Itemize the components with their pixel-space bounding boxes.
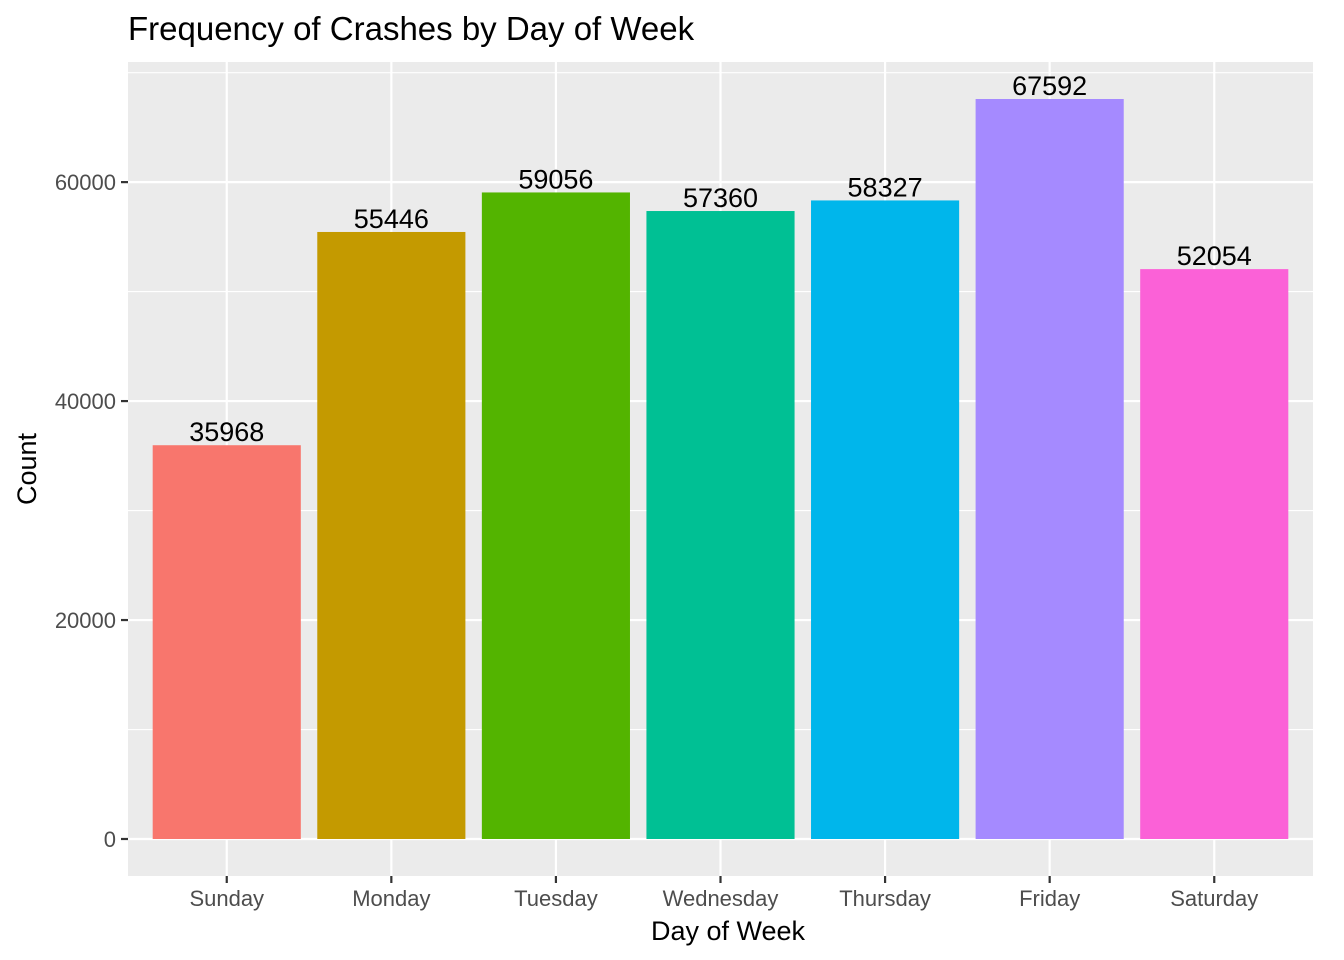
value-label-wednesday: 57360 <box>683 183 758 213</box>
x-tick-label-thursday: Thursday <box>839 886 931 911</box>
y-tick-label: 60000 <box>55 170 116 195</box>
y-tick-label: 40000 <box>55 389 116 414</box>
x-tick-label-monday: Monday <box>352 886 430 911</box>
value-label-thursday: 58327 <box>848 172 923 202</box>
x-tick-label-tuesday: Tuesday <box>514 886 598 911</box>
x-tick-label-sunday: Sunday <box>189 886 264 911</box>
y-axis-title: Count <box>12 432 42 505</box>
x-tick-label-wednesday: Wednesday <box>663 886 779 911</box>
bar-monday <box>317 231 466 839</box>
y-tick-label: 0 <box>104 827 116 852</box>
bars <box>152 99 1289 839</box>
y-tick-label: 20000 <box>55 608 116 633</box>
value-labels: 35968 55446 59056 57360 58327 67592 52054 <box>189 71 1252 447</box>
bar-saturday <box>1140 269 1289 839</box>
value-label-sunday: 35968 <box>189 417 264 447</box>
value-label-monday: 55446 <box>354 204 429 234</box>
bar-friday <box>975 99 1124 839</box>
bar-wednesday <box>646 211 795 839</box>
x-axis: Sunday Monday Tuesday Wednesday Thursday Frid… <box>189 876 1258 911</box>
value-label-tuesday: 59056 <box>518 164 593 194</box>
bar-sunday <box>152 445 301 839</box>
x-axis-title: Day of Week <box>651 916 806 946</box>
chart-title: Frequency of Crashes by Day of Week <box>128 10 695 47</box>
x-tick-label-friday: Friday <box>1019 886 1080 911</box>
x-tick-label-saturday: Saturday <box>1170 886 1258 911</box>
y-axis: 0 20000 40000 60000 <box>55 170 128 852</box>
value-label-saturday: 52054 <box>1177 241 1252 271</box>
bar-thursday <box>811 200 960 839</box>
bar-tuesday <box>481 192 630 839</box>
value-label-friday: 67592 <box>1012 71 1087 101</box>
